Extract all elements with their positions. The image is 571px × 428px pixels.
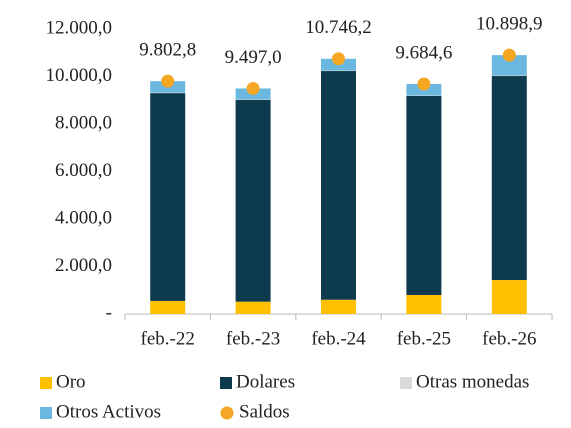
y-tick-label: 8.000,0 — [55, 112, 112, 133]
saldo-dot — [502, 48, 516, 62]
x-tick-label: feb.-26 — [482, 328, 536, 349]
bar-segment — [406, 295, 442, 314]
saldo-dot — [161, 74, 175, 88]
legend-swatch — [40, 377, 52, 389]
saldo-dot — [246, 81, 260, 95]
legend-label: Dolares — [236, 371, 295, 392]
y-tick-label: - — [106, 302, 112, 323]
legend-label: Otros Activos — [56, 401, 161, 422]
legend-label: Saldos — [239, 401, 290, 422]
bar-segment — [491, 280, 527, 314]
x-tick-label: feb.-22 — [141, 328, 195, 349]
legend-swatch — [220, 377, 232, 389]
data-label: 9.684,6 — [395, 42, 452, 63]
bar-segment — [406, 95, 442, 295]
y-tick-label: 2.000,0 — [55, 255, 112, 276]
x-tick-label: feb.-23 — [226, 328, 280, 349]
bar-segment — [321, 71, 356, 300]
saldo-dot — [332, 52, 345, 66]
saldo-dot — [417, 77, 431, 91]
y-tick-label: 12.000,0 — [46, 17, 113, 38]
x-tick-label: feb.-24 — [311, 328, 366, 349]
data-label: 9.802,8 — [139, 40, 196, 61]
x-tick-label: feb.-25 — [397, 328, 451, 349]
data-label: 9.497,0 — [225, 47, 282, 68]
y-tick-label: 4.000,0 — [55, 207, 112, 228]
bar-segment — [235, 301, 271, 314]
bar-segment — [150, 300, 186, 314]
bar-segment — [491, 76, 527, 281]
legend-swatch — [220, 406, 234, 420]
y-tick-label: 6.000,0 — [55, 160, 112, 181]
legend-swatch — [40, 407, 52, 419]
bar-segment — [150, 93, 186, 301]
legend-label: Oro — [56, 371, 86, 392]
bar-segment — [235, 100, 271, 302]
legend-label: Otras monedas — [416, 371, 529, 392]
legend-swatch — [400, 377, 412, 389]
y-tick-label: 10.000,0 — [46, 65, 113, 86]
data-label: 10.746,2 — [305, 17, 372, 38]
bar-segment — [491, 55, 527, 76]
data-label: 10.898,9 — [476, 14, 543, 35]
bar-segment — [321, 299, 356, 314]
